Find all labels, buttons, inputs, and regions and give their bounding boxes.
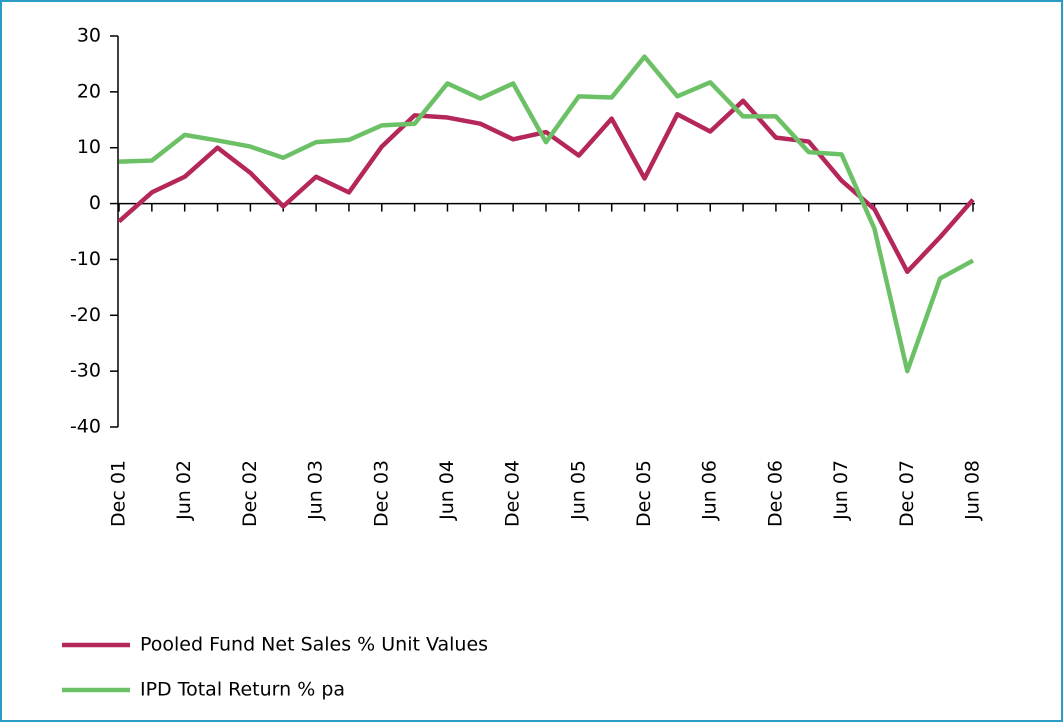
legend-label: IPD Total Return % pa: [140, 679, 345, 701]
x-tick-label: Jun 05: [567, 460, 589, 521]
x-tick-label: Dec 01: [108, 460, 130, 527]
y-tick-label: -10: [70, 248, 101, 270]
y-tick-label: -20: [70, 304, 101, 326]
x-tick-label: Jun 08: [962, 460, 984, 521]
y-tick-label: -40: [70, 416, 101, 438]
x-tick-label: Dec 05: [633, 460, 655, 527]
y-tick-label: 10: [77, 136, 101, 158]
y-tick-label: 0: [89, 192, 101, 214]
x-tick-label: Jun 07: [830, 460, 852, 521]
x-tick-label: Jun 04: [436, 460, 458, 521]
x-tick-label: Dec 04: [502, 460, 524, 527]
x-tick-label: Dec 06: [764, 460, 786, 527]
series-line: [117, 98, 975, 274]
y-tick-label: 30: [77, 25, 101, 47]
legend-label: Pooled Fund Net Sales % Unit Values: [140, 634, 488, 656]
x-tick-label: Jun 03: [305, 460, 327, 521]
y-tick-label: -30: [70, 360, 101, 382]
y-tick-label: 20: [77, 80, 101, 102]
series-line: [118, 54, 975, 374]
x-tick-label: Dec 03: [370, 460, 392, 527]
x-tick-label: Jun 02: [173, 460, 195, 521]
x-tick-label: Dec 02: [239, 460, 261, 527]
x-tick-label: Dec 07: [896, 460, 918, 527]
x-tick-label: Jun 06: [699, 460, 721, 521]
